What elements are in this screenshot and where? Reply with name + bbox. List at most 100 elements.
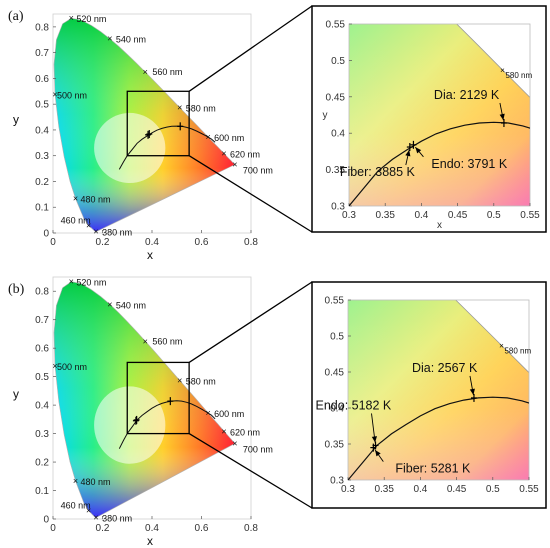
point-arrowhead [405, 149, 411, 157]
wavelength-label: 500 nm [57, 90, 87, 100]
y-tick-label: 0.5 [35, 372, 49, 383]
y-tick-label: 0.4 [35, 401, 49, 412]
wavelength-marker: × [232, 160, 237, 170]
y-tick-label: 0.7 [35, 48, 49, 59]
wavelength-marker: × [69, 13, 74, 23]
y-tick-label: 0.4 [35, 125, 49, 136]
panel-label: (b) [8, 282, 25, 297]
zoom-region-box [126, 361, 190, 435]
zoom-y-tick-label: 0.55 [326, 20, 346, 31]
panel-a: (a) 0 0.2 0.4 0.6 0.8 0 0.1 0.2 0.3 0.4 0.5 0.6 0.7 0.… [8, 5, 547, 262]
zoom-x-tick-label: 0.3 [342, 210, 356, 221]
zoom-x-tick-label: 0.4 [413, 484, 427, 495]
zoom-x-tick-label: 0.55 [519, 484, 539, 495]
wavelength-marker: × [177, 375, 182, 385]
point-arrowhead [415, 147, 422, 154]
wavelength-marker: × [143, 67, 148, 77]
wavelength-label: 620 nm [230, 150, 260, 160]
y-tick-label: 0 [43, 515, 49, 526]
point-arrowhead [375, 450, 381, 457]
x-tick-label: 0 [50, 237, 56, 248]
y-tick-label: 0.5 [35, 100, 49, 111]
panel-b: (b) 0 0.2 0.4 0.6 0.8 0 0.1 0.2 0.3 0.4 0.5 0.6 0.7 0.… [8, 277, 547, 548]
y-tick-label: 0.7 [35, 315, 49, 326]
zoom-wavelength-label: 580 nm [504, 346, 531, 355]
y-tick-label: 0.3 [35, 151, 49, 162]
wavelength-label: 560 nm [152, 336, 182, 346]
wavelength-label: 580 nm [186, 104, 216, 114]
wavelength-marker: × [69, 277, 74, 287]
zoom-x-tick-label: 0.35 [375, 210, 395, 221]
x-axis-label: x [147, 534, 153, 548]
zoom-inset: 0.3 0.35 0.4 0.45 0.5 0.55 0.3 0.35 0.4 0.45 0.5 0.… [311, 281, 547, 509]
y-axis-label: y [13, 387, 19, 401]
wavelength-label: 700 nm [243, 445, 273, 455]
point-label: Dia: 2129 K [434, 88, 500, 102]
wavelength-label: 460 nm [61, 500, 91, 510]
point-label: Fiber: 5281 K [395, 462, 471, 476]
x-tick-label: 0.2 [96, 237, 110, 248]
point-arrowhead [499, 113, 505, 121]
zoom-y-tick-label: 0.45 [326, 92, 346, 103]
zoom-planckian-locus [349, 121, 530, 206]
zoom-y-tick-label: 0.45 [325, 368, 345, 379]
zoom-inset: 0.3 0.35 0.4 0.45 0.5 0.55 0.3 0.35 0.4 0.45 0.5 0.… [311, 5, 547, 233]
spectral-locus [53, 281, 236, 518]
zoom-planckian-locus [348, 396, 529, 480]
zoom-y-tick-label: 0.4 [330, 404, 344, 415]
zoom-outside-locus [455, 300, 529, 373]
wavelength-marker: × [93, 513, 98, 523]
y-axis-label: y [13, 113, 19, 127]
gamut-whitepoint [94, 112, 166, 184]
zoom-axes-box [348, 23, 531, 207]
panel-label: (a) [8, 9, 24, 24]
connector-top [188, 281, 313, 363]
y-tick-label: 0.2 [35, 177, 49, 188]
spectral-locus [53, 17, 236, 233]
wavelength-label: 700 nm [243, 166, 273, 176]
zoom-plot-area [348, 300, 529, 480]
wavelength-label: 380 nm [102, 228, 132, 238]
planckian-locus [118, 400, 216, 449]
y-tick-label: 0.3 [35, 429, 49, 440]
zoom-x-tick-label: 0.55 [520, 210, 540, 221]
x-tick-label: 0.4 [145, 523, 159, 534]
point-arrowhead [371, 436, 377, 443]
y-tick-label: 0.1 [35, 203, 49, 214]
gamut-whitepoint [94, 386, 166, 464]
wavelength-label: 580 nm [186, 376, 216, 386]
main-axes: 0 0.2 0.4 0.6 0.8 0 0.1 0.2 0.3 0.4 0.5 0.6 0.7 0.8 x y… [13, 277, 273, 548]
y-tick-label: 0.6 [35, 74, 49, 85]
zoom-x-tick-label: 0.5 [487, 210, 501, 221]
wavelength-marker: × [107, 299, 112, 309]
connector-top [188, 5, 313, 92]
x-tick-label: 0.2 [96, 523, 110, 534]
zoom-wavelength-marker: × [499, 341, 504, 350]
zoom-y-tick-label: 0.35 [325, 440, 345, 451]
wavelength-label: 460 nm [61, 215, 91, 225]
zoom-x-tick-label: 0.3 [341, 484, 355, 495]
point-label: Endo: 5182 K [316, 398, 392, 412]
zoom-spectral-edge [455, 300, 529, 374]
zoom-x-tick-label: 0.35 [374, 484, 394, 495]
x-tick-label: 0.6 [195, 237, 209, 248]
zoom-x-tick-label: 0.45 [447, 484, 467, 495]
wavelength-marker: × [52, 89, 57, 99]
wavelength-label: 620 nm [230, 427, 260, 437]
zoom-x-axis-label: x [437, 220, 442, 231]
zoom-x-tick-label: 0.5 [486, 484, 500, 495]
wavelength-label: 540 nm [116, 300, 146, 310]
wavelength-marker: × [86, 505, 91, 515]
wavelength-marker: × [221, 149, 226, 159]
wavelength-marker: × [73, 476, 78, 486]
zoom-wavelength-label: 580 nm [505, 71, 532, 80]
zoom-spectral-edge [456, 24, 530, 98]
wavelength-marker: × [177, 103, 182, 113]
zoom-y-axis-label: y [323, 110, 328, 121]
zoom-y-tick-label: 0.3 [330, 476, 344, 487]
wavelength-marker: × [86, 220, 91, 230]
wavelength-label: 600 nm [214, 409, 244, 419]
main-axes: 0 0.2 0.4 0.6 0.8 0 0.1 0.2 0.3 0.4 0.5 0.6 0.7 0.8 x y… [13, 13, 273, 262]
connector-bottom [188, 155, 313, 233]
